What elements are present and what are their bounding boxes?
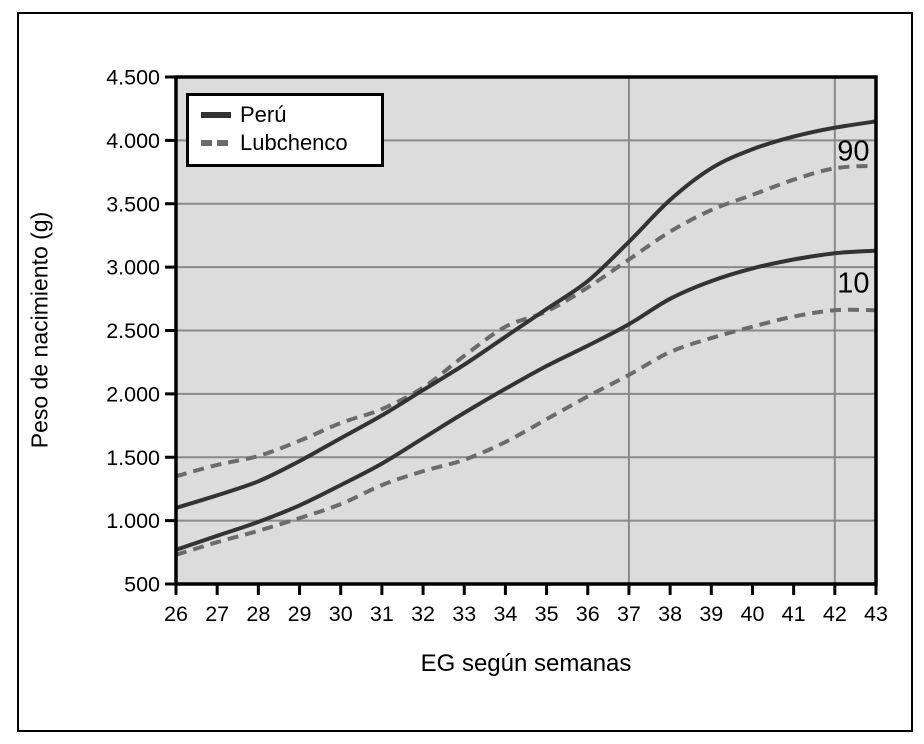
- x-tick-label: 34: [493, 602, 517, 626]
- y-tick-label: 1.000: [106, 509, 160, 533]
- y-tick-label: 3.000: [106, 256, 160, 280]
- y-tick-label: 1.500: [106, 446, 160, 470]
- series-line-lubchenco-p90: [175, 163, 877, 479]
- x-tick-label: 33: [452, 602, 476, 626]
- x-tick-label: 35: [535, 602, 559, 626]
- y-tick-label: 500: [124, 573, 160, 597]
- legend-label-peru: Perú: [240, 102, 287, 127]
- x-tick-label: 36: [576, 602, 600, 626]
- x-tick-label: 39: [699, 602, 723, 626]
- x-tick-label: 32: [411, 602, 435, 626]
- series-line-peru-p90: [175, 119, 877, 510]
- x-tick-label: 42: [823, 602, 847, 626]
- x-tick-label: 28: [246, 602, 270, 626]
- x-tick-label: 31: [370, 602, 394, 626]
- y-tick-label: 3.500: [106, 192, 160, 216]
- x-tick-label: 30: [329, 602, 353, 626]
- annotation-90: 90: [837, 136, 869, 168]
- x-axis-title: EG según semanas: [420, 650, 632, 677]
- legend-item-peru: Perú: [201, 101, 371, 129]
- y-tick-label: 4.500: [106, 66, 160, 90]
- legend: Perú Lubchenco: [186, 93, 384, 167]
- x-tick-label: 29: [288, 602, 312, 626]
- annotation-10: 10: [837, 267, 869, 299]
- y-tick-label: 2.500: [106, 319, 160, 343]
- x-tick-label: 43: [864, 602, 888, 626]
- peru-solid-line-swatch-icon: [201, 112, 231, 118]
- x-tick-label: 37: [617, 602, 641, 626]
- x-tick-label: 27: [205, 602, 229, 626]
- x-tick-label: 38: [658, 602, 682, 626]
- x-tick-label: 41: [782, 602, 806, 626]
- y-axis-title: Peso de nacimiento (g): [26, 211, 53, 449]
- lubchenco-dashed-line-swatch-icon: [201, 140, 231, 146]
- x-tick-label: 40: [741, 602, 765, 626]
- legend-item-lubchenco: Lubchenco: [201, 129, 371, 157]
- series-line-peru-p10: [175, 248, 877, 552]
- y-tick-label: 4.000: [106, 129, 160, 153]
- legend-label-lubchenco: Lubchenco: [240, 130, 348, 155]
- y-tick-label: 2.000: [106, 382, 160, 406]
- x-tick-label: 26: [164, 602, 188, 626]
